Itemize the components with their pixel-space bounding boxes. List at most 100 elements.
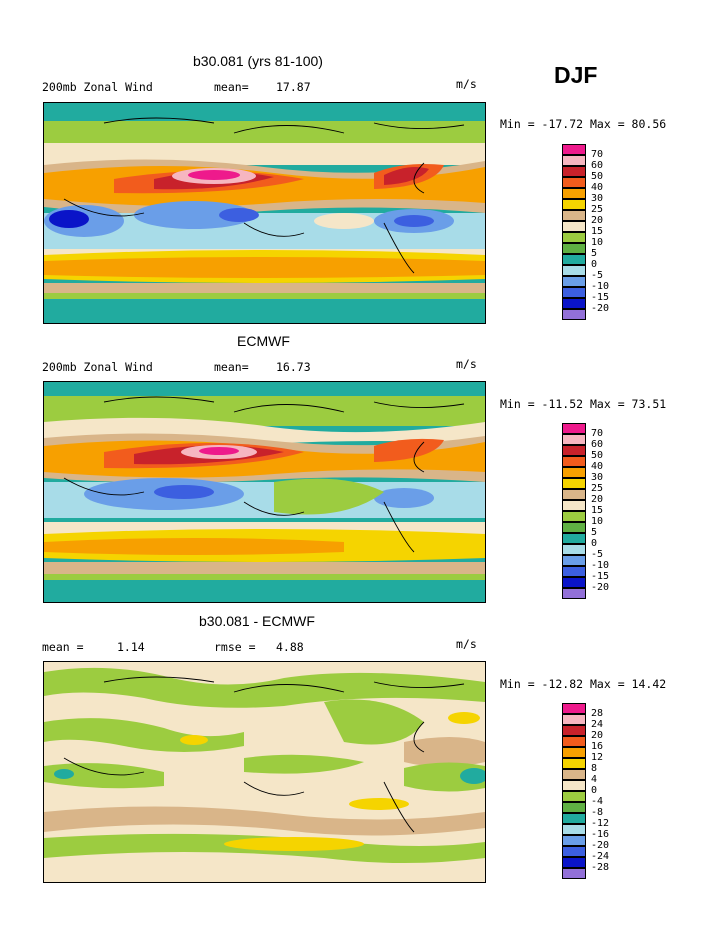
colorbar-swatch (562, 254, 586, 265)
contour-map-svg (44, 103, 485, 323)
colorbar-swatch (562, 769, 586, 780)
colorbar-swatch (562, 155, 586, 166)
colorbar-swatch (562, 566, 586, 577)
colorbar-tick: 10 (591, 237, 604, 248)
colorbar-swatch (562, 736, 586, 747)
colorbar-tick: -15 (591, 571, 610, 582)
colorbar-swatch (562, 221, 586, 232)
colorbar-swatch (562, 714, 586, 725)
colorbar-tick: 25 (591, 204, 604, 215)
colorbar-tick: 60 (591, 439, 604, 450)
colorbar-swatch (562, 434, 586, 445)
variable-label: 200mb Zonal Wind (42, 80, 153, 94)
mean-label: mean = (42, 640, 84, 654)
colorbar-swatch (562, 835, 586, 846)
colorbar-tick: -5 (591, 549, 604, 560)
panel-title: b30.081 - ECMWF (199, 613, 315, 629)
colorbar-tick: 12 (591, 752, 604, 763)
mean-value: 17.87 (276, 80, 311, 94)
colorbar-swatch (562, 791, 586, 802)
colorbar-tick: -15 (591, 292, 610, 303)
colorbar-tick: -10 (591, 560, 610, 571)
colorbar-tick: 40 (591, 182, 604, 193)
colorbar-tick: 0 (591, 785, 598, 796)
colorbar-swatch (562, 309, 586, 320)
colorbar-tick: -16 (591, 829, 610, 840)
minmax-label: Min = -12.82 Max = 14.42 (500, 677, 667, 691)
colorbar-swatch (562, 824, 586, 835)
colorbar-swatch (562, 489, 586, 500)
colorbar-tick: 5 (591, 527, 598, 538)
colorbar-swatch (562, 747, 586, 758)
colorbar-swatch (562, 555, 586, 566)
units-label: m/s (456, 357, 477, 371)
colorbar-tick: 0 (591, 259, 598, 270)
colorbar-tick: -20 (591, 582, 610, 593)
contour-map (43, 661, 486, 883)
colorbar-tick: 0 (591, 538, 598, 549)
colorbar-swatch (562, 588, 586, 599)
rmse-label: rmse = (214, 640, 256, 654)
colorbar-swatch (562, 868, 586, 879)
mean-value: 1.14 (117, 640, 145, 654)
colorbar-tick: 30 (591, 193, 604, 204)
colorbar-swatch (562, 199, 586, 210)
colorbar-tick: 50 (591, 450, 604, 461)
colorbar-swatch (562, 144, 586, 155)
colorbar-tick: -24 (591, 851, 610, 862)
colorbar-tick: 25 (591, 483, 604, 494)
colorbar-tick: -10 (591, 281, 610, 292)
colorbar-tick: 20 (591, 494, 604, 505)
colorbar-swatch (562, 243, 586, 254)
colorbar-swatch (562, 188, 586, 199)
colorbar-swatch (562, 725, 586, 736)
colorbar-tick: 24 (591, 719, 604, 730)
colorbar-swatch (562, 265, 586, 276)
colorbar-swatch (562, 511, 586, 522)
contour-map (43, 102, 486, 324)
colorbar-tick: -5 (591, 270, 604, 281)
colorbar-swatch (562, 857, 586, 868)
colorbar-swatch (562, 577, 586, 588)
colorbar-tick: -4 (591, 796, 604, 807)
colorbar-tick: 70 (591, 428, 604, 439)
colorbar-swatch (562, 287, 586, 298)
colorbar-tick: 10 (591, 516, 604, 527)
colorbar-swatch (562, 758, 586, 769)
colorbar-swatch (562, 533, 586, 544)
contour-map-svg (44, 382, 485, 602)
colorbar-tick: 28 (591, 708, 604, 719)
colorbar-swatch (562, 846, 586, 857)
colorbar-tick: 5 (591, 248, 598, 259)
contour-map-svg (44, 662, 485, 882)
mean-label: mean= (214, 80, 249, 94)
colorbar-swatch (562, 703, 586, 714)
panel-title: ECMWF (237, 333, 290, 349)
colorbar-tick: 20 (591, 215, 604, 226)
colorbar-swatch (562, 210, 586, 221)
variable-label: 200mb Zonal Wind (42, 360, 153, 374)
colorbar-swatch (562, 478, 586, 489)
colorbar-swatch (562, 232, 586, 243)
colorbar-tick: 16 (591, 741, 604, 752)
minmax-label: Min = -11.52 Max = 73.51 (500, 397, 667, 411)
minmax-label: Min = -17.72 Max = 80.56 (500, 117, 667, 131)
mean-label: mean= (214, 360, 249, 374)
colorbar-swatch (562, 813, 586, 824)
colorbar-swatch (562, 423, 586, 434)
colorbar-swatch (562, 276, 586, 287)
colorbar-tick: -20 (591, 840, 610, 851)
colorbar-tick: 30 (591, 472, 604, 483)
rmse-value: 4.88 (276, 640, 304, 654)
mean-value: 16.73 (276, 360, 311, 374)
contour-map (43, 381, 486, 603)
colorbar-tick: 15 (591, 505, 604, 516)
colorbar-tick: 4 (591, 774, 598, 785)
colorbar-swatch (562, 802, 586, 813)
colorbar-swatch (562, 456, 586, 467)
colorbar-swatch (562, 544, 586, 555)
panel-title: b30.081 (yrs 81-100) (193, 53, 323, 69)
colorbar-swatch (562, 522, 586, 533)
colorbar-tick: 15 (591, 226, 604, 237)
colorbar-swatch (562, 780, 586, 791)
